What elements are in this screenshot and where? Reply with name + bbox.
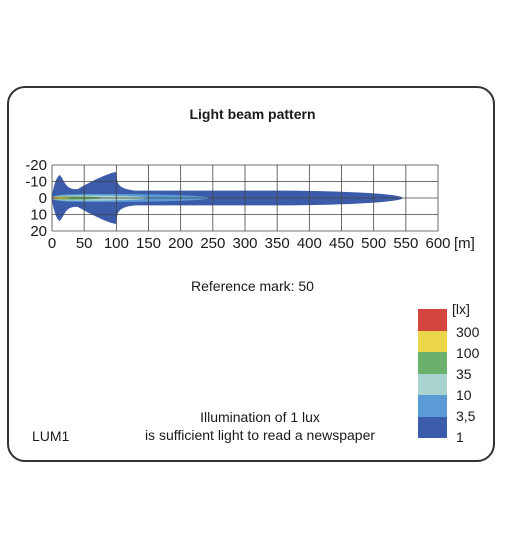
y-tick-label: -20 — [25, 157, 47, 174]
x-tick-labels: 0 50 100 150 200 250 300 350 400 450 500 550 600 — [48, 235, 451, 252]
legend-swatch — [418, 416, 447, 438]
x-tick-label: 200 — [168, 235, 193, 252]
legend-level-label: 100 — [456, 345, 480, 361]
legend-level-label: 3,5 — [456, 408, 476, 424]
legend-level-label: 35 — [456, 366, 472, 382]
illumination-note: Illumination of 1 lux is sufficient ligh… — [110, 408, 410, 444]
chart-title: Light beam pattern — [189, 106, 316, 122]
legend-level-label: 300 — [456, 324, 480, 340]
x-tick-label: 150 — [136, 235, 161, 252]
legend-colorbar — [418, 309, 447, 438]
legend-swatch — [418, 373, 447, 395]
x-tick-label: 100 — [104, 235, 129, 252]
x-tick-label: 450 — [329, 235, 354, 252]
x-tick-label: 500 — [361, 235, 386, 252]
x-axis-unit: [m] — [454, 235, 475, 252]
x-tick-label: 600 — [425, 235, 450, 252]
y-tick-label: 10 — [30, 207, 47, 224]
legend-swatch — [418, 309, 447, 331]
reference-mark: Reference mark: 50 — [191, 278, 314, 294]
x-tick-label: 300 — [232, 235, 257, 252]
legend-unit: [lx] — [452, 301, 470, 317]
y-tick-label: -10 — [25, 174, 47, 191]
x-tick-label: 0 — [48, 235, 56, 252]
x-tick-label: 400 — [297, 235, 322, 252]
legend-swatch — [418, 352, 447, 374]
chart-panel — [7, 86, 495, 462]
y-tick-label: 0 — [39, 190, 47, 207]
legend-level-label: 1 — [456, 429, 464, 445]
model-label: LUM1 — [32, 428, 70, 444]
x-tick-label: 550 — [393, 235, 418, 252]
legend-level-label: 10 — [456, 387, 472, 403]
x-tick-label: 350 — [265, 235, 290, 252]
plot-grid — [51, 164, 439, 232]
note-line-1: Illumination of 1 lux — [200, 409, 320, 425]
legend-swatch — [418, 395, 447, 417]
legend-swatch — [418, 330, 447, 352]
y-tick-label: 20 — [30, 223, 47, 240]
x-tick-label: 50 — [76, 235, 93, 252]
note-line-2: is sufficient light to read a newspaper — [144, 427, 376, 443]
x-tick-label: 250 — [200, 235, 225, 252]
